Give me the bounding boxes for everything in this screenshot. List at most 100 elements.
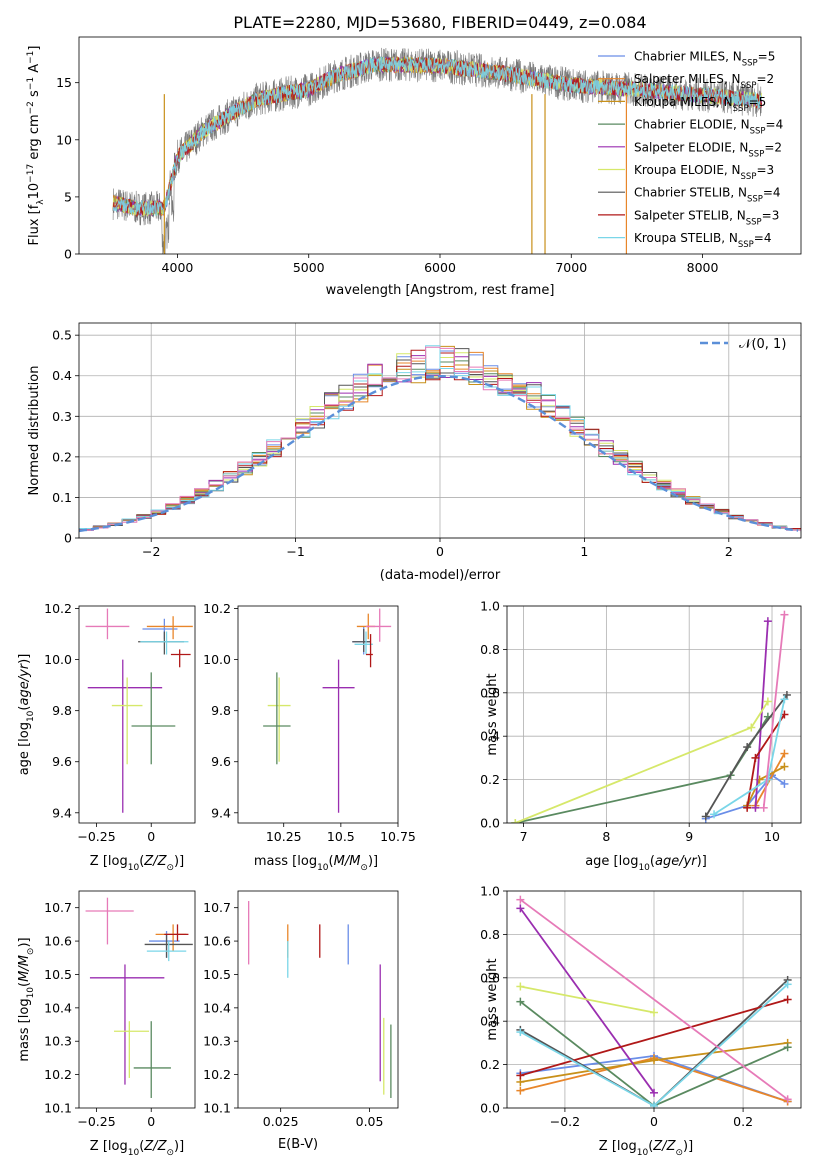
y-tick-label: 10.7 <box>44 900 72 915</box>
label-part: 10 <box>317 863 329 873</box>
y-axis-label: mass weight <box>485 673 500 755</box>
label-part: )] <box>174 854 184 869</box>
label-part: ⊙ <box>166 1148 174 1158</box>
label-part: 10 <box>26 987 36 999</box>
label-part: M/M <box>17 955 32 982</box>
weight-line <box>519 898 789 1101</box>
label-part: )] <box>697 854 707 869</box>
x-tick-label: 0.2 <box>733 1114 753 1129</box>
y-tick-label: 0.1 <box>52 490 72 505</box>
spectrum-model-line <box>112 56 763 217</box>
label-part: 10 <box>26 710 36 722</box>
axes-mass_Z: −0.25 010.110.210.310.410.510.610.7Z [log… <box>17 890 196 1158</box>
plot-area <box>79 345 801 533</box>
legend-text: =4 <box>766 118 784 132</box>
y-tick-label: 0.2 <box>52 449 72 464</box>
legend-label: Kroupa ELODIE, NSSP=3 <box>634 163 774 182</box>
axes-age_mass: 10.25 10.5 10.75 9.4 9.6 9.8 10.0 10.2 mass [log… <box>203 601 416 873</box>
y-tick-label: 0.4 <box>480 729 500 744</box>
x-tick-label: 0 <box>147 1114 155 1129</box>
y-tick-label: 9.8 <box>52 703 72 718</box>
legend-label: Kroupa STELIB, NSSP=4 <box>634 231 772 250</box>
weight-line <box>520 998 788 1077</box>
weight-line <box>520 985 655 1014</box>
label-part: log <box>17 998 32 1018</box>
x-tick-label: 7000 <box>555 260 587 275</box>
label-part: ( <box>650 854 655 869</box>
y-tick-label: 0.0 <box>480 1101 500 1116</box>
x-tick-label: 10.25 <box>266 829 302 844</box>
label-part: age [ <box>17 742 32 775</box>
y-tick-label: 0.8 <box>480 927 500 942</box>
y-tick-label: 10.2 <box>203 1067 231 1082</box>
y-tick-label: 0.5 <box>52 328 72 343</box>
label-part: ⊙ <box>360 863 368 873</box>
legend-label: Chabrier MILES, NSSP=5 <box>634 50 775 69</box>
axes-mass_ebv: 0.025 0.05 10.1 10.2 10.3 10.4 10.5 10.6 10.7 E(B… <box>203 890 399 1152</box>
label-part: log <box>297 854 317 869</box>
label-part: mass [ <box>17 1018 32 1061</box>
x-tick-label: 1 <box>580 544 588 559</box>
y-tick-label: 0.6 <box>480 685 500 700</box>
legend-text: =2 <box>756 72 774 86</box>
label-part: Z/Z <box>143 1139 167 1154</box>
y-tick-label: 10.2 <box>203 601 231 616</box>
legend-sub: SSP <box>733 104 749 114</box>
label-part: Z/Z <box>652 1139 676 1154</box>
x-tick-label: 4000 <box>162 260 194 275</box>
x-axis-label: (data-model)/error <box>380 568 501 583</box>
y-tick-label: 0.4 <box>52 368 72 383</box>
x-tick-label: 0 <box>147 829 155 844</box>
legend-text: Kroupa ELODIE, N <box>634 163 741 177</box>
legend-label: Salpeter ELODIE, NSSP=2 <box>634 140 782 159</box>
weight-line <box>754 621 769 808</box>
legend-label: 𝒩(0, 1) <box>739 337 786 352</box>
label-part: )] <box>683 1139 693 1154</box>
legend-sub: SSP <box>750 127 766 137</box>
weight-line <box>705 774 785 820</box>
y-tick-label: 10.4 <box>44 1000 72 1015</box>
x-axis-label: Z [log10(Z/Z⊙)] <box>90 854 184 873</box>
x-tick-label: 10 <box>764 829 780 844</box>
x-axis-label: wavelength [Angstrom, rest frame] <box>326 283 555 298</box>
label-part: 10 <box>128 1148 140 1158</box>
y-tick-label: 10.3 <box>203 1034 231 1049</box>
label-part: mass [ <box>254 854 297 869</box>
x-tick-label: 10.75 <box>380 829 416 844</box>
y-tick-label: 10.0 <box>44 652 72 667</box>
x-tick-label: 5000 <box>293 260 325 275</box>
y-tick-label: 0 <box>64 247 72 262</box>
y-tick-label: 10.0 <box>203 652 231 667</box>
label-part: log <box>617 1139 637 1154</box>
y-tick-label: 10.7 <box>203 900 231 915</box>
label-part: age/yr <box>655 854 698 869</box>
normal-curve-line <box>79 375 799 533</box>
label-part: log <box>619 854 639 869</box>
plot-area <box>516 895 792 1108</box>
label-part: log <box>17 722 32 742</box>
y-tick-label: 0.6 <box>480 970 500 985</box>
x-tick-label: 7 <box>520 829 528 844</box>
axes-frame <box>237 605 399 824</box>
y-tick-label: 10.1 <box>44 1101 72 1116</box>
residual-histogram-line <box>79 346 801 533</box>
x-tick-label: −0.25 <box>77 1114 115 1129</box>
label-part: ⊙ <box>166 863 174 873</box>
y-tick-label: 1.0 <box>480 884 500 899</box>
legend-sub: SSP <box>742 59 758 69</box>
x-axis-label: Z [log10(Z/Z⊙)] <box>599 1139 693 1158</box>
label-part: log <box>108 1139 128 1154</box>
legend-sub: SSP <box>738 240 754 250</box>
label-part: ( <box>139 1139 144 1154</box>
label-part: ( <box>17 982 32 987</box>
legend-label: Kroupa MILES, NSSP=5 <box>634 95 766 114</box>
y-tick-label: 10 <box>56 132 72 147</box>
legend-text: =3 <box>762 208 780 222</box>
legend-label: Salpeter STELIB, NSSP=3 <box>634 208 779 227</box>
x-axis-label: Z [log10(Z/Z⊙)] <box>90 1139 184 1158</box>
label-part: Z [ <box>90 1139 108 1154</box>
label-part: A <box>27 64 42 77</box>
legend-text: Kroupa STELIB, N <box>634 231 738 245</box>
legend-label: Chabrier STELIB, NSSP=4 <box>634 186 781 205</box>
y-tick-label: 9.4 <box>211 805 231 820</box>
